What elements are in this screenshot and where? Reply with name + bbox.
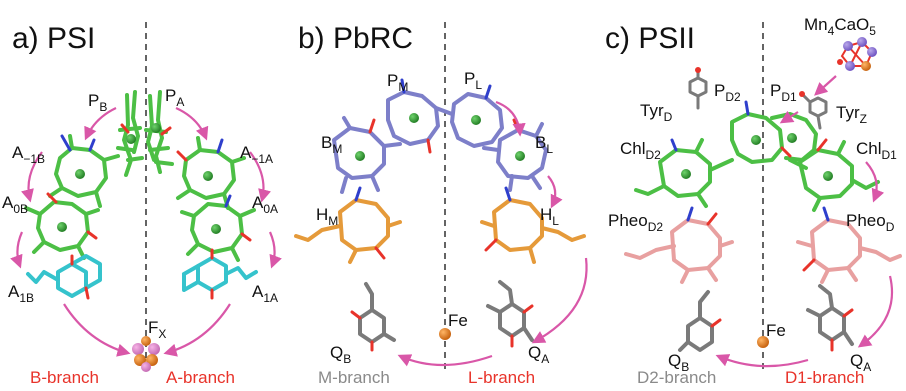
tyrosine-d bbox=[688, 67, 708, 110]
label-pm: PM bbox=[387, 71, 408, 94]
label-a1b: A1B bbox=[8, 282, 34, 305]
phylloquinone-a1b bbox=[26, 254, 102, 300]
pheophytin-d2 bbox=[624, 206, 734, 284]
branch-label-m: M-branch bbox=[318, 368, 390, 387]
panel-pbrc: b) PbRC bbox=[294, 22, 588, 387]
label-tyrz: TyrZ bbox=[836, 103, 867, 126]
transfer-arrows-pbrc bbox=[397, 100, 588, 367]
chlorophyll-stack-a bbox=[176, 136, 256, 262]
label-fe-pbrc: Fe bbox=[448, 311, 468, 330]
tyrosine-z bbox=[799, 91, 828, 130]
iron-atom-pbrc bbox=[439, 328, 451, 340]
quinone-qb-psii bbox=[678, 290, 722, 352]
bacteriopheophytin-hm bbox=[294, 186, 402, 264]
branch-label-l: L-branch bbox=[468, 368, 535, 387]
label-bm: BM bbox=[321, 133, 342, 156]
label-hl: HL bbox=[540, 205, 559, 228]
transfer-arrows-psii bbox=[715, 75, 894, 368]
label-a0a: A0A bbox=[252, 193, 278, 216]
label-fx: FX bbox=[148, 318, 166, 341]
label-tyrd: TyrD bbox=[640, 101, 673, 124]
panel-psi: a) PSI bbox=[2, 22, 282, 387]
branch-label-d2: D2-branch bbox=[637, 368, 716, 387]
branch-label-d1: D1-branch bbox=[785, 368, 864, 387]
mn-cluster bbox=[837, 37, 877, 71]
label-fe-psii: Fe bbox=[766, 321, 786, 340]
panel-psii: c) PSII bbox=[605, 15, 902, 387]
pheophytin-d1 bbox=[796, 206, 902, 284]
label-pb: PB bbox=[88, 91, 107, 114]
label-pa: PA bbox=[165, 86, 184, 109]
label-a1a: A1A bbox=[252, 282, 278, 305]
panel-title: a) PSI bbox=[12, 22, 95, 55]
label-chld2: ChlD2 bbox=[620, 139, 661, 162]
label-hm: HM bbox=[316, 205, 338, 228]
quinone-qa-pbrc bbox=[486, 280, 534, 348]
chlorophyll-cluster-psii bbox=[634, 100, 880, 212]
phylloquinone-a1a bbox=[182, 248, 258, 300]
label-mn-cluster: Mn4CaO5 bbox=[804, 15, 876, 38]
branch-label-b: B-branch bbox=[30, 368, 99, 387]
transfer-arrows-psi bbox=[10, 106, 282, 357]
panel-title: b) PbRC bbox=[298, 22, 413, 55]
quinone-qb-pbrc bbox=[350, 282, 396, 352]
label-pd2: PD2 bbox=[714, 81, 741, 104]
bacteriochlorophyll-cluster bbox=[332, 78, 548, 194]
branch-label-a: A-branch bbox=[166, 368, 235, 387]
label-qb-pbrc: QB bbox=[330, 343, 351, 366]
bacteriopheophytin-hl bbox=[480, 186, 586, 264]
label-a0b: A0B bbox=[2, 193, 28, 216]
label-bl: BL bbox=[535, 133, 553, 156]
quinone-qa-psii bbox=[806, 284, 854, 352]
special-pair-psi bbox=[116, 90, 174, 177]
label-pl: PL bbox=[464, 69, 482, 92]
label-qb-psii: QB bbox=[668, 351, 689, 374]
iron-atom-psii bbox=[757, 336, 769, 348]
label-pheod1: PheoD bbox=[846, 211, 895, 234]
label-pheod2: PheoD2 bbox=[608, 211, 663, 234]
panel-title: c) PSII bbox=[605, 22, 695, 55]
fx-cluster bbox=[132, 336, 160, 372]
chlorophyll-stack-b bbox=[24, 134, 120, 260]
label-qa-psii: QA bbox=[850, 351, 871, 374]
label-a-minus1a: A−1A bbox=[240, 143, 273, 166]
label-chld1: ChlD1 bbox=[856, 139, 897, 162]
label-pd1: PD1 bbox=[770, 81, 797, 104]
label-qa-pbrc: QA bbox=[528, 343, 549, 366]
label-a-minus1b: A−1B bbox=[12, 143, 45, 166]
